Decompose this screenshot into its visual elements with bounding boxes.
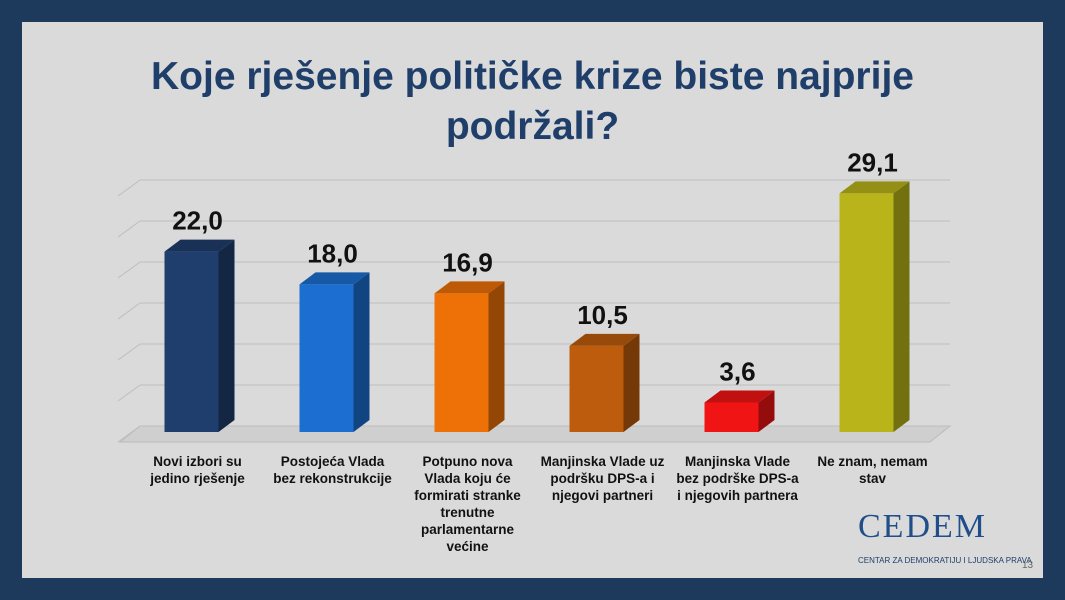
page-number: 13 — [1022, 560, 1034, 571]
grid-line-side — [117, 343, 141, 361]
value-label: 29,1 — [847, 147, 898, 177]
bar — [839, 193, 894, 432]
bar-side — [218, 239, 235, 432]
bar-top — [704, 390, 775, 403]
bar-side — [623, 333, 640, 432]
grid-line-side — [117, 384, 141, 402]
x-tick-label: Postojeća Vlada bez rekonstrukcije — [273, 454, 392, 486]
bar-top — [569, 333, 640, 346]
grid-line-side — [117, 261, 141, 279]
bar-side — [488, 281, 505, 432]
organization: CENTAR ZA DEMOKRATIJU I LJUDSKA PRAVA — [858, 556, 1032, 565]
bar-top — [164, 239, 235, 252]
bar — [299, 284, 354, 432]
bar — [164, 251, 219, 432]
grid-line-side — [117, 302, 141, 320]
bar-top — [434, 281, 505, 294]
grid-line-side — [117, 425, 141, 443]
x-tick-label: Ne znam, nemam stav — [817, 454, 928, 486]
floor — [118, 425, 952, 443]
x-tick-label: Potpuno nova Vlada koju će formirati str… — [414, 454, 521, 554]
chart-title: Koje rješenje političke krize biste najp… — [151, 55, 914, 148]
logo: CEDEM — [858, 508, 987, 545]
bar — [569, 345, 624, 432]
bar-side — [893, 181, 910, 432]
bar — [704, 402, 759, 432]
grid-line-side — [117, 179, 141, 197]
bar-top — [299, 272, 370, 285]
bar-top — [839, 181, 910, 194]
bar-side — [758, 390, 775, 432]
bar — [434, 293, 489, 432]
value-label: 22,0 — [172, 206, 223, 236]
value-label: 16,9 — [442, 247, 493, 277]
value-label: 18,0 — [307, 238, 358, 268]
x-tick-label: Manjinska Vlade uz podršku DPS-a i njego… — [540, 454, 665, 503]
x-tick-label: Novi izbori su jedino rješenje — [150, 454, 245, 486]
value-label: 3,6 — [719, 356, 755, 386]
bar-side — [353, 272, 370, 432]
value-label: 10,5 — [577, 300, 628, 330]
x-tick-label: Manjinska Vlade bez podrške DPS-a i njeg… — [676, 454, 799, 503]
grid-line-side — [117, 220, 141, 238]
